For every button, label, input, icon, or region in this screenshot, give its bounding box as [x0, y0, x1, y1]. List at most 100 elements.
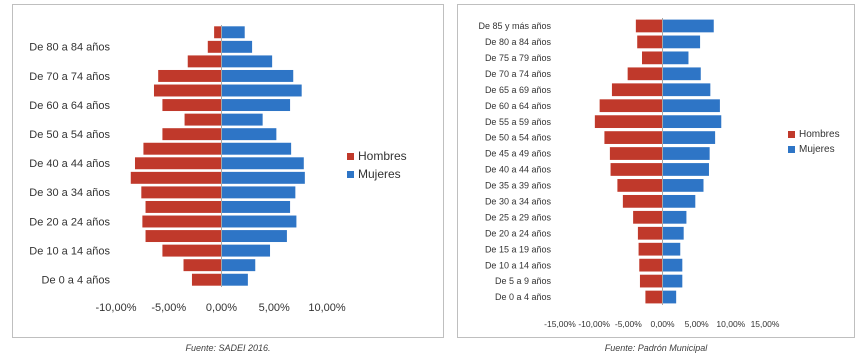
category-label: De 50 a 54 años — [485, 133, 552, 143]
bar-mujeres-de-55-a-59-a-os — [662, 115, 722, 129]
bar-mujeres-de-55-a-59-a-os — [221, 113, 263, 126]
bar-mujeres-de-85-y-m-s-a-os — [221, 26, 245, 39]
bar-mujeres-de-70-a-74-a-os — [221, 69, 294, 82]
bar-hombres-de-15-a-19-a-os — [145, 230, 222, 243]
legend-swatch-hombres — [788, 131, 795, 138]
legend-label-hombres: Hombres — [358, 149, 407, 163]
bar-hombres-de-70-a-74-a-os — [158, 69, 222, 82]
bar-hombres-de-65-a-69-a-os — [611, 83, 663, 97]
x-tick-label: 15,00% — [751, 319, 780, 329]
bar-hombres-de-35-a-39-a-os — [130, 171, 222, 184]
legend-swatch-mujeres — [788, 146, 795, 153]
bar-hombres-de-75-a-79-a-os — [642, 51, 663, 65]
left-chart-source: Fuente: SADEI 2016. — [185, 343, 271, 353]
category-label: De 50 a 54 años — [29, 129, 110, 141]
bar-mujeres-de-50-a-54-a-os — [221, 128, 277, 141]
bar-mujeres-de-45-a-49-a-os — [662, 147, 710, 160]
bar-mujeres-de-80-a-84-a-os — [662, 35, 701, 49]
bar-mujeres-de-5-a-9-a-os — [221, 259, 256, 272]
bar-mujeres-de-10-a-14-a-os — [221, 244, 271, 257]
category-label: De 60 a 64 años — [485, 101, 552, 111]
category-label: De 70 a 74 años — [485, 69, 552, 79]
bar-hombres-de-80-a-84-a-os — [637, 35, 663, 49]
bar-mujeres-de-70-a-74-a-os — [662, 67, 701, 81]
bar-hombres-de-20-a-24-a-os — [142, 215, 222, 228]
category-label: De 80 a 84 años — [485, 37, 552, 47]
category-label: De 15 a 19 años — [485, 244, 552, 254]
bar-mujeres-de-25-a-29-a-os — [662, 210, 687, 224]
bar-hombres-de-15-a-19-a-os — [638, 242, 663, 256]
bar-mujeres-de-15-a-19-a-os — [221, 230, 287, 243]
bar-hombres-de-45-a-49-a-os — [609, 147, 663, 160]
bar-mujeres-de-0-a-4-a-os — [221, 273, 248, 286]
x-tick-label: -5,00% — [615, 319, 642, 329]
x-tick-label: -10,00% — [578, 319, 610, 329]
bar-hombres-de-55-a-59-a-os — [184, 113, 222, 126]
bar-mujeres-de-30-a-34-a-os — [662, 194, 696, 208]
bar-mujeres-de-30-a-34-a-os — [221, 186, 296, 199]
bar-mujeres-de-65-a-69-a-os — [221, 84, 302, 97]
legend-label-mujeres: Mujeres — [358, 167, 401, 181]
bar-hombres-de-70-a-74-a-os — [627, 67, 663, 81]
category-label: De 35 a 39 años — [485, 181, 552, 191]
bar-hombres-de-30-a-34-a-os — [622, 194, 663, 208]
category-label: De 30 a 34 años — [29, 187, 110, 199]
bar-hombres-de-35-a-39-a-os — [617, 179, 663, 192]
x-tick-label: -5,00% — [151, 302, 186, 314]
category-label: De 5 a 9 años — [495, 276, 552, 286]
legend-label-mujeres: Mujeres — [799, 144, 835, 155]
bar-mujeres-de-45-a-49-a-os — [221, 142, 292, 155]
category-label: De 55 a 59 años — [485, 117, 552, 127]
x-tick-label: 10,00% — [716, 319, 745, 329]
category-label: De 10 a 14 años — [29, 245, 110, 257]
bar-hombres-de-40-a-44-a-os — [134, 157, 222, 170]
category-label: De 40 a 44 años — [29, 158, 110, 170]
bar-hombres-de-40-a-44-a-os — [610, 163, 663, 176]
category-label: De 45 a 49 años — [485, 149, 552, 159]
legend-label-hombres: Hombres — [799, 129, 840, 140]
bar-hombres-de-30-a-34-a-os — [141, 186, 222, 199]
bar-hombres-de-50-a-54-a-os — [604, 131, 663, 144]
bar-mujeres-de-10-a-14-a-os — [662, 258, 683, 272]
category-label: De 70 a 74 años — [29, 71, 110, 83]
bar-hombres-de-45-a-49-a-os — [143, 142, 222, 155]
legend-swatch-mujeres — [347, 170, 354, 178]
bar-hombres-de-25-a-29-a-os — [633, 210, 663, 224]
category-label: De 80 a 84 años — [29, 42, 110, 54]
category-label: De 65 a 69 años — [485, 85, 552, 95]
right-chart-legend: Hombres Mujeres — [788, 127, 840, 157]
bar-hombres-de-80-a-84-a-os — [207, 40, 222, 53]
bar-mujeres-de-75-a-79-a-os — [221, 55, 273, 68]
x-tick-label: 5,00% — [259, 302, 290, 314]
category-label: De 10 a 14 años — [485, 260, 552, 270]
category-label: De 85 y más años — [478, 21, 551, 31]
bar-hombres-de-60-a-64-a-os — [599, 99, 663, 113]
bar-mujeres-de-35-a-39-a-os — [662, 179, 704, 192]
bar-hombres-de-10-a-14-a-os — [162, 244, 222, 257]
bar-mujeres-de-40-a-44-a-os — [662, 163, 709, 176]
bar-mujeres-de-5-a-9-a-os — [662, 274, 683, 288]
bar-mujeres-de-80-a-84-a-os — [221, 40, 253, 53]
category-label: De 60 a 64 años — [29, 100, 110, 112]
x-tick-label: 5,00% — [685, 319, 710, 329]
bar-mujeres-de-75-a-79-a-os — [662, 51, 689, 65]
bar-hombres-de-75-a-79-a-os — [187, 55, 222, 68]
x-tick-label: -15,00% — [544, 319, 576, 329]
bar-hombres-de-85-y-m-s-a-os — [214, 26, 222, 39]
x-tick-label: 0,00% — [206, 302, 237, 314]
bar-hombres-de-25-a-29-a-os — [145, 200, 222, 213]
x-tick-label: 0,00% — [650, 319, 675, 329]
bar-mujeres-de-60-a-64-a-os — [662, 99, 720, 113]
category-label: De 0 a 4 años — [42, 275, 111, 287]
left-chart-legend: Hombres Mujeres — [347, 147, 407, 183]
right-chart-source: Fuente: Padrón Municipal — [604, 343, 708, 353]
category-label: De 20 a 24 años — [29, 216, 110, 228]
legend-item-mujeres: Mujeres — [347, 165, 407, 183]
bar-mujeres-de-35-a-39-a-os — [221, 171, 305, 184]
bar-mujeres-de-0-a-4-a-os — [662, 290, 677, 304]
bar-mujeres-de-65-a-69-a-os — [662, 83, 711, 97]
category-label: De 25 a 29 años — [485, 212, 552, 222]
bar-hombres-de-10-a-14-a-os — [639, 258, 663, 272]
x-tick-label: 10,00% — [308, 302, 346, 314]
